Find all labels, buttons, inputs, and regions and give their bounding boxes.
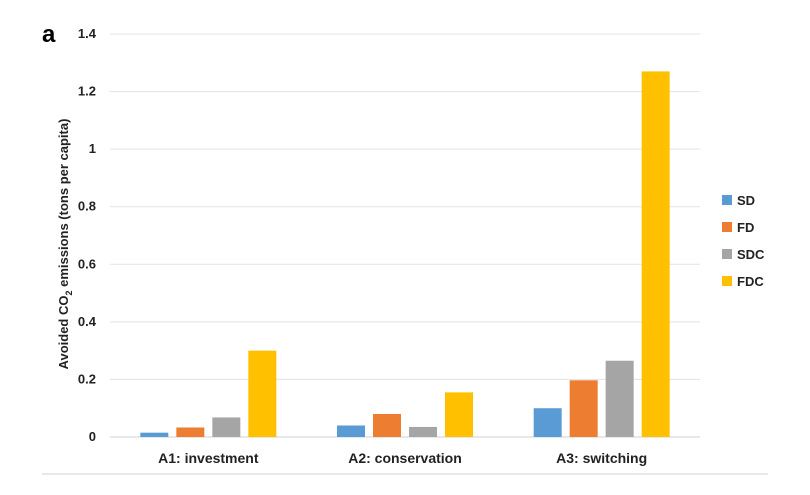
y-axis-label: Avoided CO2 emissions (tons per capita) [56,119,74,370]
x-axis-categories: A1: investment A2: conservation A3: switch… [158,450,647,466]
y-tick-label: 1 [89,141,96,156]
bar-sd [337,425,365,437]
panel-label: a [42,21,56,48]
bars [140,71,670,438]
legend-label-sdc: SDC [737,247,765,262]
bar-fdc [641,71,670,438]
bar-sdc [409,426,437,437]
legend-label-fd: FD [737,220,754,235]
bar-fd [373,413,401,437]
legend-swatch-fd [722,222,732,232]
bar-fdc [445,392,473,437]
y-tick-label: 0 [89,429,96,444]
bar-sd [140,432,169,437]
bar-fd [569,380,598,437]
bar-sdc [212,417,241,437]
bar-sd [533,408,562,437]
y-tick-label: 0.6 [78,256,96,271]
y-axis-label-main: Avoided CO [56,296,71,370]
legend-label-fdc: FDC [737,274,764,289]
y-tick-label: 1.4 [78,26,97,41]
bar-fd [176,427,205,437]
y-axis-ticks: 0 0.2 0.4 0.6 0.8 1 1.2 1.4 [78,26,97,444]
x-category-label: A1: investment [158,450,259,466]
legend-label-sd: SD [737,193,755,208]
gridlines [110,33,700,438]
bar-fdc [248,350,277,437]
x-category-label: A2: conservation [348,450,462,466]
y-tick-label: 0.4 [78,314,97,329]
legend: SD FD SDC FDC [722,193,765,289]
legend-swatch-fdc [722,276,732,286]
y-axis-label-subscript: 2 [64,291,74,296]
legend-swatch-sdc [722,249,732,259]
y-axis-label-rest: emissions (tons per capita) [56,119,71,291]
x-category-label: A3: switching [556,450,647,466]
bar-sdc [605,360,634,437]
y-tick-label: 0.8 [78,199,96,214]
y-tick-label: 0.2 [78,371,96,386]
y-tick-label: 1.2 [78,84,96,99]
legend-swatch-sd [722,195,732,205]
